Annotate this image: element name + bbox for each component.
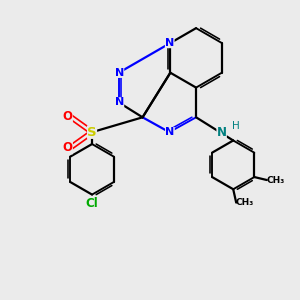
Text: N: N bbox=[165, 38, 174, 48]
Text: O: O bbox=[63, 110, 73, 123]
Text: S: S bbox=[87, 126, 97, 139]
Text: CH₃: CH₃ bbox=[236, 198, 253, 207]
Text: O: O bbox=[63, 141, 73, 154]
Text: Cl: Cl bbox=[86, 197, 98, 210]
Text: N: N bbox=[115, 98, 124, 107]
Text: N: N bbox=[165, 127, 175, 137]
Text: H: H bbox=[232, 121, 240, 130]
Text: N: N bbox=[115, 68, 124, 78]
Text: CH₃: CH₃ bbox=[266, 176, 284, 184]
Text: N: N bbox=[217, 126, 226, 139]
